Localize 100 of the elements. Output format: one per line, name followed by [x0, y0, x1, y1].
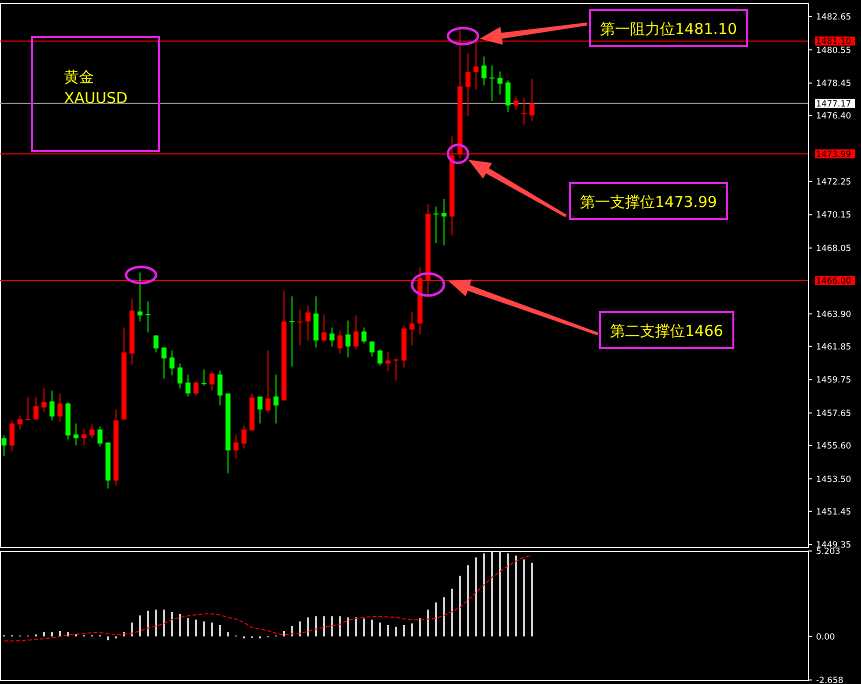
candlestick	[274, 374, 278, 424]
candlestick	[306, 304, 310, 341]
bar	[323, 616, 325, 636]
candlestick	[194, 380, 198, 396]
candlestick	[498, 71, 502, 96]
candlestick	[2, 435, 6, 457]
candlestick	[322, 314, 326, 342]
candlestick	[202, 369, 206, 386]
candlestick	[178, 363, 182, 389]
bar	[147, 610, 149, 636]
candlestick	[58, 392, 62, 422]
candlestick	[18, 415, 22, 430]
bar	[483, 553, 485, 636]
bar	[435, 602, 437, 636]
candlestick	[354, 314, 358, 350]
annotation: 黄金	[64, 68, 94, 86]
y-tick-label: 1480.55	[816, 46, 852, 56]
candlestick	[514, 96, 518, 110]
line-series	[4, 555, 532, 642]
candlestick	[210, 370, 214, 391]
bar	[419, 618, 421, 636]
bar	[139, 615, 141, 636]
y-tick-label: 1470.15	[816, 210, 852, 221]
bar	[523, 559, 525, 636]
bar	[451, 588, 453, 636]
bar	[379, 622, 381, 636]
bar	[491, 551, 493, 636]
candlestick	[258, 396, 262, 424]
candlestick	[410, 312, 414, 346]
bar	[315, 616, 317, 636]
bar	[179, 614, 181, 636]
candlestick	[330, 326, 334, 348]
candlestick	[138, 272, 142, 322]
y-tick-label: 1451.45	[816, 507, 852, 518]
y-tick-label: 1459.75	[816, 376, 852, 386]
candlestick	[82, 428, 86, 446]
candlestick	[378, 349, 382, 366]
bar	[443, 597, 445, 636]
candlestick	[394, 358, 398, 381]
candlestick	[506, 80, 510, 113]
y-tick-label: 0.00	[816, 632, 835, 642]
candlestick	[370, 340, 374, 358]
bar	[467, 565, 469, 636]
candlestick	[234, 434, 238, 459]
candlestick	[42, 388, 46, 413]
bar	[195, 620, 197, 636]
bar	[219, 624, 221, 636]
annotation: 第一支撑位1473.99	[580, 193, 718, 211]
y-tick-label: 1468.05	[816, 244, 852, 254]
candlestick	[186, 374, 190, 397]
candlestick	[242, 425, 246, 450]
candlestick	[34, 396, 38, 420]
y-tick-label: 1478.45	[816, 79, 852, 90]
bar	[531, 562, 533, 636]
annotation: XAUUSD	[64, 89, 128, 107]
candlestick	[338, 330, 342, 354]
bar	[227, 632, 229, 636]
candlestick	[10, 420, 14, 452]
bar	[499, 551, 501, 636]
candlestick	[98, 426, 102, 447]
bar	[355, 617, 357, 636]
ref-line-label: 1466.00	[816, 276, 852, 287]
bar	[411, 623, 413, 636]
ref-line-label: 1481.10	[816, 37, 852, 48]
bar	[171, 612, 173, 636]
y-tick-label: 1461.85	[816, 342, 852, 352]
candlestick	[74, 422, 78, 446]
y-tick-label: 1453.50	[816, 474, 852, 485]
y-tick-label: 1476.40	[816, 112, 852, 122]
bar	[395, 626, 397, 636]
candlestick	[434, 206, 438, 244]
candlestick	[146, 300, 150, 333]
bar	[347, 617, 349, 636]
bar	[107, 636, 109, 640]
y-tick-label: -2.658	[816, 676, 844, 684]
ref-line-label: 1473.99	[816, 150, 852, 160]
bar	[331, 616, 333, 636]
candlestick	[490, 64, 494, 102]
bar	[299, 621, 301, 636]
ref-line-label: 1477.17	[816, 99, 852, 110]
candlestick	[170, 350, 174, 376]
annotation: 第一阻力位1481.10	[600, 20, 738, 38]
candlestick	[162, 346, 166, 380]
y-tick-label: 1457.65	[816, 408, 852, 419]
y-tick-label: 1472.25	[816, 177, 852, 188]
bar	[283, 630, 285, 636]
annotation: 第二支撑位1466	[610, 322, 724, 340]
bar	[427, 610, 429, 636]
bar	[475, 557, 477, 636]
candlestick	[482, 56, 486, 86]
bar	[203, 621, 205, 636]
bar	[403, 624, 405, 636]
candlestick	[290, 296, 294, 368]
candlestick	[522, 97, 526, 125]
bar	[507, 553, 509, 636]
bar	[387, 624, 389, 636]
candlestick	[386, 352, 390, 372]
candlestick	[298, 308, 302, 346]
bar	[363, 618, 365, 636]
bar	[291, 626, 293, 636]
